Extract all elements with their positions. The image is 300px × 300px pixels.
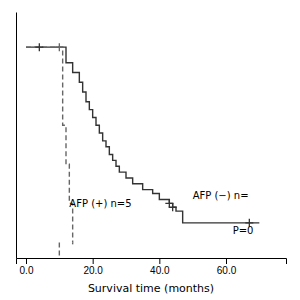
plot-area (26, 43, 259, 256)
x-tick-label: 20.0 (83, 265, 103, 276)
censor-mark (55, 43, 63, 51)
annotation: P=0 (233, 225, 254, 236)
x-axis-title: Survival time (months) (88, 282, 214, 295)
x-tick-mark (26, 258, 27, 264)
x-tick: 20.0 (83, 258, 103, 276)
x-tick-label: 0.0 (20, 265, 34, 276)
survival-curve (26, 47, 259, 223)
censor-mark (35, 43, 43, 51)
annotation: AFP (+) n=5 (69, 198, 131, 209)
y-axis (16, 13, 17, 259)
x-tick-mark (93, 258, 94, 264)
x-axis: 0.0 20.0 40.0 60.0 (17, 258, 287, 276)
x-tick: 0.0 (20, 258, 34, 276)
x-tick: 40.0 (150, 258, 170, 276)
x-axis-line (17, 259, 287, 265)
chart: 0.0 20.0 40.0 60.0Survival time (months) AFP… (0, 0, 300, 300)
censor-mark (169, 203, 177, 211)
x-tick-label: 60.0 (217, 265, 237, 276)
x-tick-mark (226, 258, 227, 264)
line-segment (59, 242, 60, 256)
survival-curve (26, 47, 73, 242)
line-segment (72, 242, 73, 244)
annotation: AFP (−) n= (193, 190, 249, 201)
y-axis-line (16, 13, 17, 259)
x-tick-label: 40.0 (150, 265, 170, 276)
x-tick-mark (159, 258, 160, 264)
x-tick: 60.0 (217, 258, 237, 276)
